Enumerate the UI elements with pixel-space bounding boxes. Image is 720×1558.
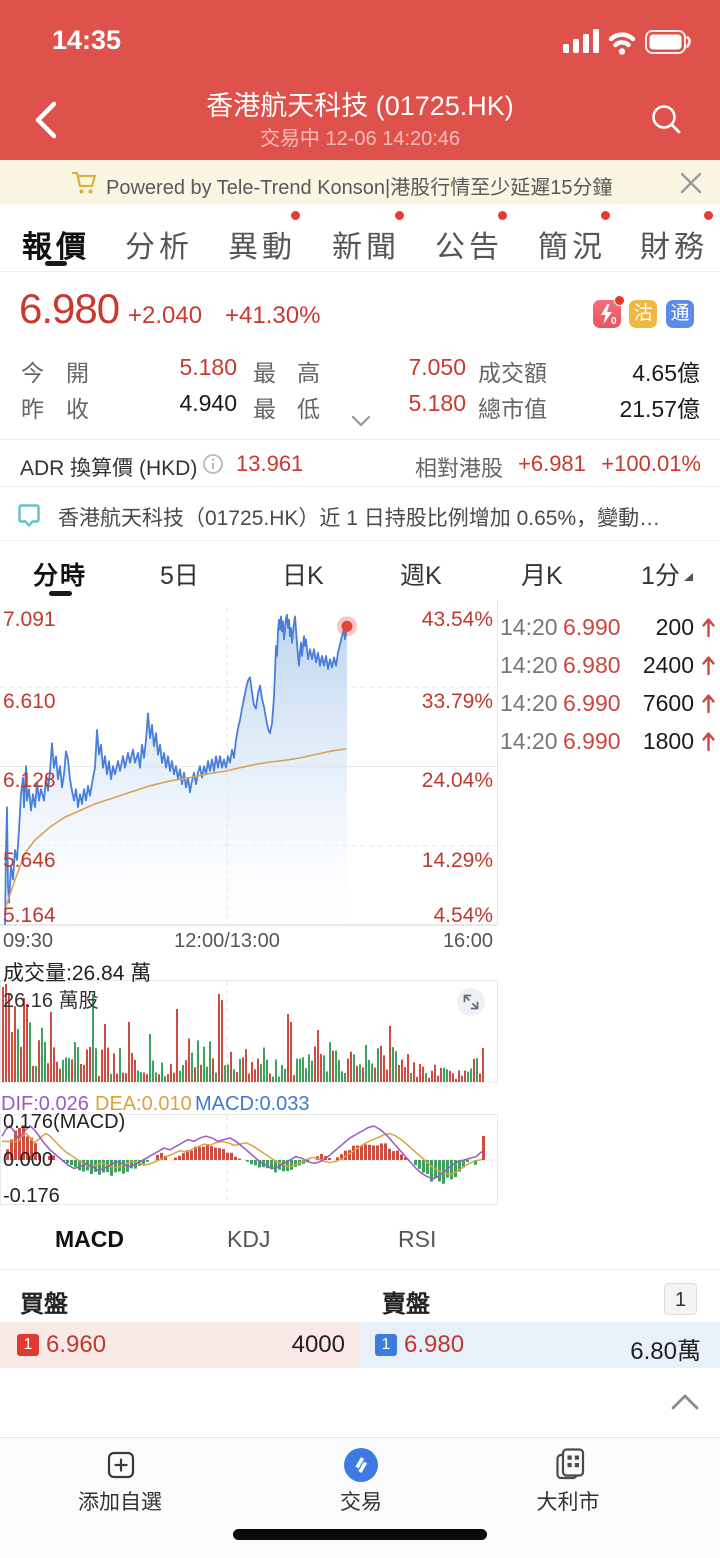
svg-text:16:00: 16:00	[443, 930, 493, 952]
svg-text:6.128: 6.128	[3, 769, 56, 792]
svg-text:12:00/13:00: 12:00/13:00	[174, 930, 280, 952]
svg-text:33.79%: 33.79%	[422, 690, 493, 713]
svg-text:0: 0	[611, 316, 617, 327]
svg-text:5.164: 5.164	[3, 904, 56, 927]
svg-text:5.646: 5.646	[3, 849, 56, 872]
svg-text:09:30: 09:30	[3, 930, 53, 952]
svg-text:14.29%: 14.29%	[422, 849, 493, 872]
svg-text:7.091: 7.091	[3, 608, 56, 631]
svg-text:43.54%: 43.54%	[422, 608, 493, 631]
svg-text:24.04%: 24.04%	[422, 769, 493, 792]
svg-text:6.610: 6.610	[3, 690, 56, 713]
svg-text:4.54%: 4.54%	[433, 904, 493, 927]
